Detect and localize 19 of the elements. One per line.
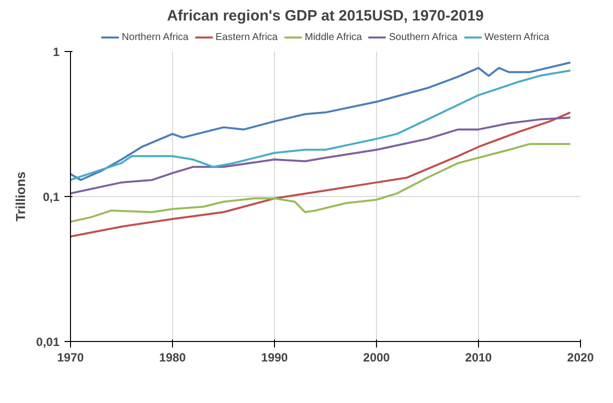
legend-label: Eastern Africa [215, 32, 278, 42]
legend-label: Western Africa [484, 32, 550, 42]
x-tick-label: 1970 [57, 350, 84, 364]
line-series [70, 116, 572, 194]
y-tick-label: 0,01 [36, 335, 60, 349]
legend-label: Northern Africa [122, 32, 188, 42]
x-tick-label: 1990 [261, 350, 288, 364]
chart-title: African region's GDP at 2015USD, 1970-2019 [166, 8, 484, 24]
x-tick-label: 2010 [465, 350, 492, 364]
line-series [70, 143, 572, 223]
line-series [70, 111, 572, 238]
y-tick-label: 1 [52, 45, 60, 59]
y-axis-title: Trillions [13, 172, 28, 222]
legend-label: Middle Africa [304, 32, 362, 42]
x-tick-label: 2000 [363, 350, 390, 364]
y-tick-label: 0,1 [42, 190, 60, 204]
x-tick-label: 2020 [567, 350, 594, 364]
x-tick-label: 1980 [159, 350, 186, 364]
legend-label: Southern Africa [389, 32, 458, 42]
